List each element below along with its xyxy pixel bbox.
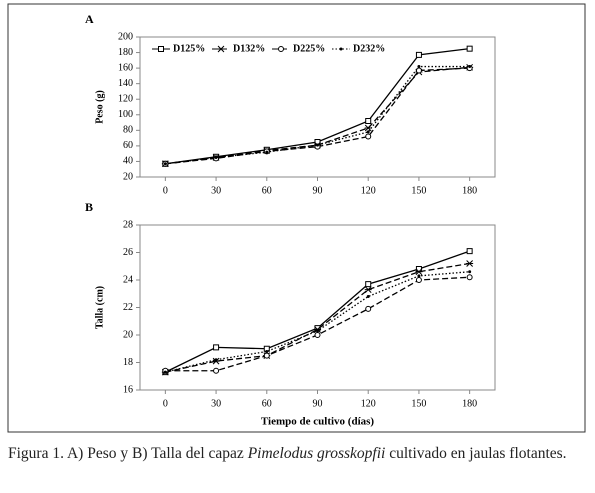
panel-label: A xyxy=(85,12,94,26)
x-tick-label: 0 xyxy=(163,398,168,409)
marker xyxy=(415,51,422,58)
y-tick-label: 60 xyxy=(123,140,133,151)
marker xyxy=(365,305,372,312)
y-tick-label: 100 xyxy=(118,109,133,120)
marker xyxy=(265,350,269,353)
marker xyxy=(466,274,473,281)
y-tick-label: 22 xyxy=(123,302,133,313)
marker xyxy=(163,162,167,166)
marker xyxy=(415,277,422,283)
marker xyxy=(217,45,225,53)
marker xyxy=(365,133,372,140)
x-tick-label: 180 xyxy=(462,185,477,196)
x-tick-label: 150 xyxy=(411,398,426,409)
marker xyxy=(415,266,422,272)
marker xyxy=(415,268,423,276)
x-tick-label: 150 xyxy=(411,185,426,196)
y-tick-label: 20 xyxy=(123,329,133,340)
x-axis-label: Tiempo de cultivo (días) xyxy=(261,416,375,428)
marker xyxy=(364,286,372,293)
series-line xyxy=(165,276,470,372)
marker xyxy=(365,118,372,124)
caption: Figura 1. A) Peso y B) Talla del capaz P… xyxy=(8,443,585,465)
caption-text: cultivado en jaulas flotantes. xyxy=(385,445,567,462)
marker xyxy=(466,248,473,255)
series-line xyxy=(165,262,470,373)
y-tick-label: 20 xyxy=(123,171,133,182)
y-tick-label: 40 xyxy=(123,156,133,167)
legend-label: D232% xyxy=(353,43,385,54)
plot-frame xyxy=(139,36,496,178)
y-axis-label: Peso (g) xyxy=(94,90,105,124)
legend-label: D132% xyxy=(233,43,265,54)
x-tick-label: 30 xyxy=(211,185,221,196)
x-tick-label: 120 xyxy=(361,398,376,409)
marker xyxy=(316,143,319,147)
panel-label: B xyxy=(85,200,93,214)
marker xyxy=(366,295,370,298)
x-tick-label: 30 xyxy=(211,398,221,409)
marker xyxy=(468,270,472,274)
marker xyxy=(466,260,474,267)
marker xyxy=(365,281,372,288)
marker xyxy=(468,65,472,69)
y-tick-label: 28 xyxy=(123,219,133,230)
marker xyxy=(213,344,220,351)
caption-text: Figura 1. A) Peso y B) Talla del capaz xyxy=(8,445,248,462)
x-tick-label: 90 xyxy=(313,185,323,196)
marker xyxy=(265,150,269,154)
x-tick-label: 120 xyxy=(361,185,376,196)
marker xyxy=(158,46,164,52)
y-tick-label: 200 xyxy=(118,31,133,42)
x-tick-label: 60 xyxy=(262,398,272,409)
marker xyxy=(163,370,167,374)
marker xyxy=(214,156,218,160)
y-tick-label: 180 xyxy=(118,47,133,58)
marker xyxy=(213,367,220,374)
marker xyxy=(366,130,370,134)
x-tick-label: 180 xyxy=(462,398,477,409)
x-tick-label: 90 xyxy=(313,398,323,409)
marker xyxy=(314,332,321,338)
y-tick-label: 24 xyxy=(123,274,133,285)
marker xyxy=(278,46,284,52)
figure-frame xyxy=(7,3,586,433)
marker xyxy=(339,47,343,51)
legend-label: D225% xyxy=(293,43,325,54)
caption-species: Pimelodus grosskopfii xyxy=(247,445,386,462)
y-tick-label: 80 xyxy=(123,125,133,136)
y-axis-label: Talla (cm) xyxy=(94,286,105,329)
y-tick-label: 140 xyxy=(118,78,133,89)
y-tick-label: 18 xyxy=(123,357,133,368)
y-tick-label: 120 xyxy=(118,94,133,105)
marker xyxy=(316,329,319,333)
legend-label: D125% xyxy=(173,43,205,54)
marker xyxy=(214,358,218,362)
marker xyxy=(466,45,473,52)
y-tick-label: 26 xyxy=(123,247,133,258)
y-tick-label: 160 xyxy=(118,62,133,73)
y-tick-label: 16 xyxy=(123,384,133,395)
marker xyxy=(417,274,421,278)
series-line xyxy=(165,250,470,373)
marker xyxy=(415,67,422,74)
marker xyxy=(417,65,421,69)
x-tick-label: 0 xyxy=(163,185,168,196)
x-tick-label: 60 xyxy=(262,185,272,196)
series-line xyxy=(165,271,470,373)
marker xyxy=(263,352,270,359)
